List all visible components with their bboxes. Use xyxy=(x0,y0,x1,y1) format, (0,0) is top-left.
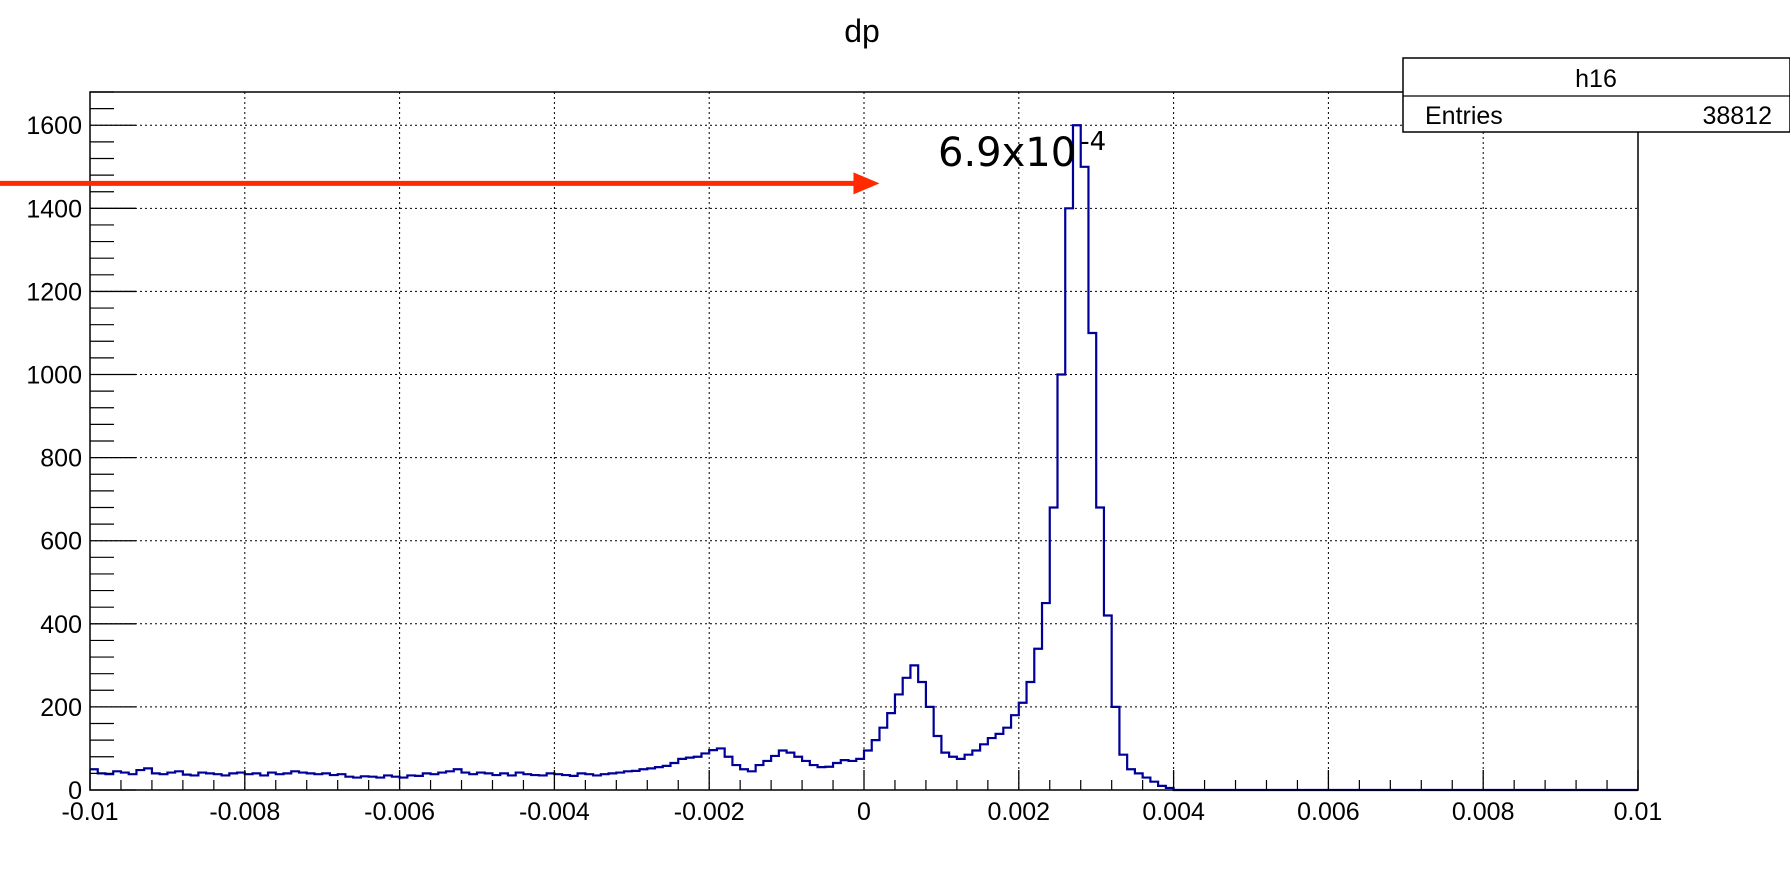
y-tick-label: 400 xyxy=(40,611,82,639)
x-tick-label: -0.006 xyxy=(364,798,435,826)
x-tick-label: -0.008 xyxy=(209,798,280,826)
x-tick-label: 0.01 xyxy=(1614,798,1663,826)
plot-frame xyxy=(89,91,1639,791)
y-tick-label: 200 xyxy=(40,694,82,722)
y-tick-label: 1400 xyxy=(26,195,82,223)
axes xyxy=(89,91,1639,791)
x-tick-label: 0.002 xyxy=(988,798,1051,826)
stats-box: h16 Entries 38812 xyxy=(1402,57,1790,133)
x-axis-ticks: -0.01 -0.008 -0.006 -0.004 -0.002 0 0.002 0.004… xyxy=(62,798,1663,826)
y-tick-label: 1200 xyxy=(26,278,82,306)
x-tick-label: -0.01 xyxy=(62,798,119,826)
stats-box-entries-value: 38812 xyxy=(1702,102,1772,130)
annotation-label: 6.9x10 -4 xyxy=(938,127,1106,176)
peak-annotation: 6.9x10 -4 xyxy=(0,127,1106,195)
stats-box-entries-label: Entries xyxy=(1425,102,1503,130)
stats-box-frame xyxy=(1402,57,1790,133)
y-axis-ticks: 0 200 400 600 800 1000 1200 1400 1600 xyxy=(26,112,82,805)
grid-lines xyxy=(90,92,1638,790)
annotation-exponent: -4 xyxy=(1080,127,1106,157)
x-tick-label: 0.008 xyxy=(1452,798,1515,826)
y-tick-label: 0 xyxy=(68,777,82,805)
y-tick-label: 1000 xyxy=(26,362,82,390)
x-tick-label: 0.004 xyxy=(1142,798,1205,826)
annotation-arrow-head xyxy=(853,172,880,195)
x-tick-label: 0 xyxy=(857,798,871,826)
x-tick-label: -0.004 xyxy=(519,798,590,826)
y-tick-label: 1600 xyxy=(26,112,82,140)
x-tick-label: -0.002 xyxy=(674,798,745,826)
annotation-text: 6.9x10 xyxy=(938,130,1076,176)
stats-box-histogram-name: h16 xyxy=(1575,65,1617,93)
y-tick-label: 800 xyxy=(40,445,82,473)
x-tick-label: 0.006 xyxy=(1297,798,1360,826)
chart-title: dp xyxy=(844,13,880,49)
y-tick-label: 600 xyxy=(40,528,82,556)
